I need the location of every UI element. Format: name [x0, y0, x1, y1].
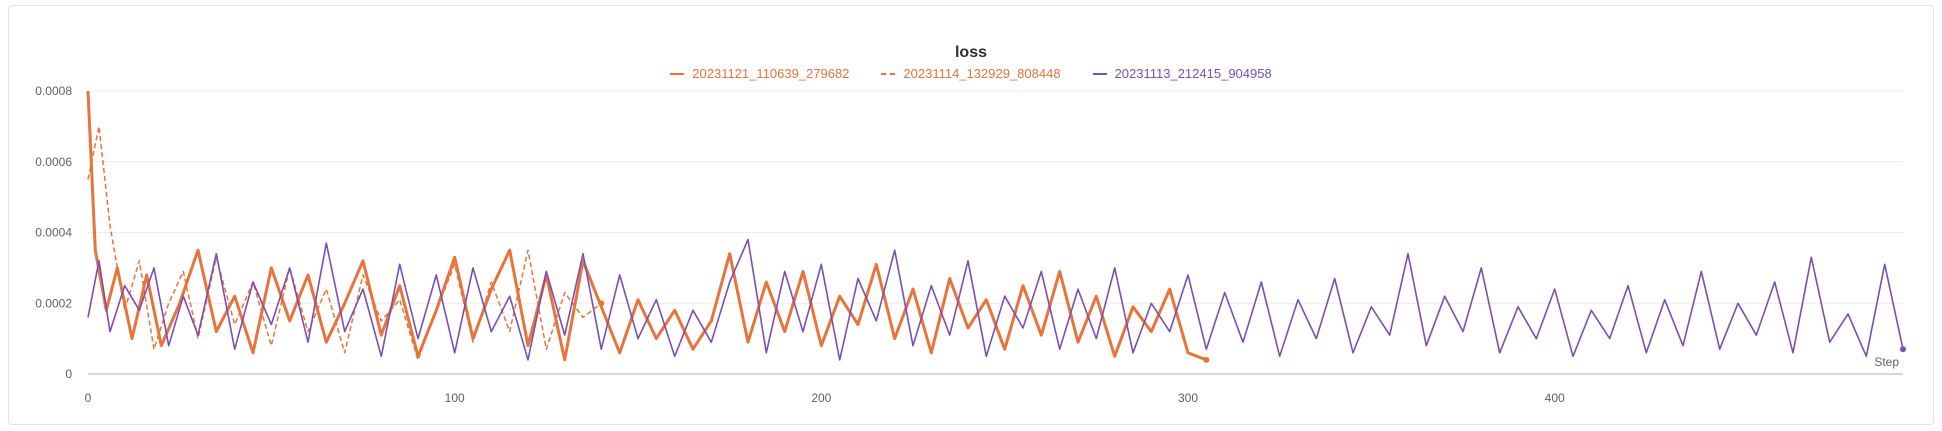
series-end-point-3: [1900, 346, 1906, 353]
y-tick-label: 0.0002: [35, 296, 72, 310]
y-tick-label: 0.0008: [35, 84, 72, 98]
x-tick-label: 400: [1545, 391, 1565, 405]
legend-label-series-1: 20231121_110639_279682: [692, 66, 850, 81]
chart-panel: [8, 5, 1934, 425]
legend-swatch-series-3: [1092, 72, 1107, 75]
x-axis-label: Step: [1874, 355, 1899, 369]
series-line-2: [87, 125, 602, 361]
chart-title: loss: [954, 44, 987, 61]
legend-item-series-3[interactable]: 20231113_212415_904958: [1092, 66, 1272, 81]
legend-item-series-2[interactable]: 20231114_132929_808448: [881, 66, 1061, 81]
y-tick-label: 0: [65, 367, 72, 381]
legend-label-series-2: 20231114_132929_808448: [903, 66, 1061, 81]
legend-swatch-series-1: [670, 72, 685, 75]
chart-legend[interactable]: 20231121_110639_279682 20231114_132929_8…: [0, 66, 1942, 81]
legend-swatch-series-2: [881, 72, 896, 75]
x-tick-label: 300: [1178, 391, 1198, 405]
legend-item-series-1[interactable]: 20231121_110639_279682: [670, 66, 849, 81]
x-tick-label: 200: [811, 391, 831, 405]
series-line-1: [86, 90, 1207, 362]
x-tick-label: 0: [85, 391, 92, 405]
series-line-3: [87, 238, 1904, 361]
x-tick-label: 100: [445, 391, 465, 405]
y-tick-label: 0.0004: [35, 226, 72, 240]
series-end-point-2: [598, 300, 605, 307]
legend-label-series-3: 20231113_212415_904958: [1114, 66, 1272, 81]
series-end-point-1: [1203, 356, 1210, 363]
y-tick-label: 0.0006: [35, 155, 72, 169]
